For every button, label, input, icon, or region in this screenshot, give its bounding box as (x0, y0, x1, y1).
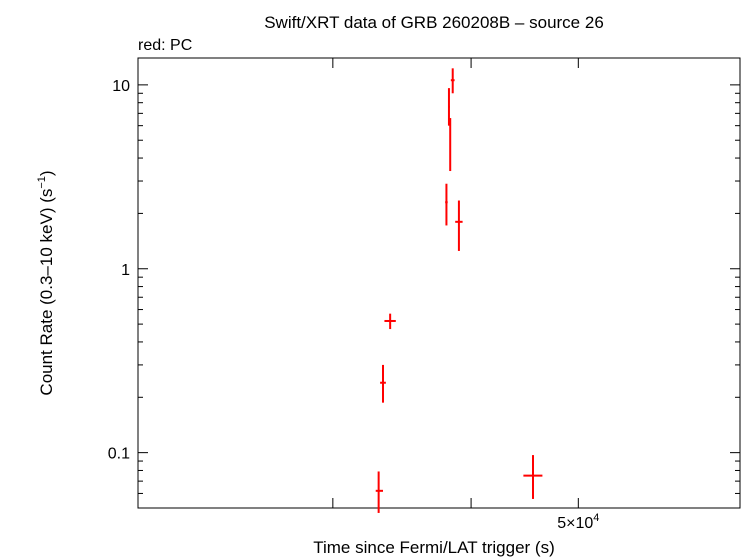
data-point (450, 68, 455, 94)
data-point (375, 471, 383, 513)
x-axis-label: Time since Fermi/LAT trigger (s) (313, 538, 555, 557)
data-point (523, 455, 543, 499)
data-point (447, 88, 450, 126)
plot-frame (137, 57, 741, 509)
y-axis-label-end: ) (37, 170, 56, 176)
y-tick-label: 1 (121, 262, 130, 279)
tick-layer: 0.1 1 10 5×104 (108, 58, 740, 532)
x-tick-label: 5×104 (557, 512, 599, 532)
data-layer (375, 68, 543, 513)
y-axis-label-sup: −1 (36, 176, 48, 189)
data-point (384, 313, 396, 330)
x-tick-label-sup: 4 (593, 512, 599, 524)
data-point (445, 183, 448, 226)
data-point (449, 118, 452, 172)
data-point (455, 200, 463, 251)
data-point (380, 364, 386, 403)
chart-subtitle: red: PC (138, 37, 192, 54)
y-axis-label: Count Rate (0.3–10 keV) (s−1) (36, 170, 56, 395)
chart-title: Swift/XRT data of GRB 260208B – source 2… (264, 13, 604, 32)
y-tick-label: 0.1 (108, 446, 130, 463)
y-axis-label-main: Count Rate (0.3–10 keV) (s (37, 189, 56, 396)
y-tick-label: 10 (112, 78, 130, 95)
